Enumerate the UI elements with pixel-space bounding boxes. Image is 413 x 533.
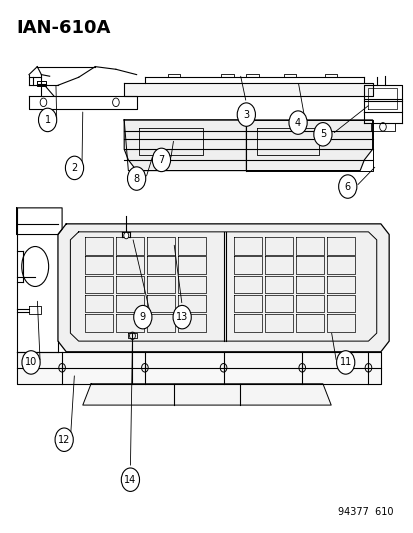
- Circle shape: [121, 468, 139, 491]
- Text: 9: 9: [140, 312, 145, 322]
- Text: 2: 2: [71, 163, 78, 173]
- Text: 6: 6: [344, 182, 350, 191]
- Circle shape: [313, 123, 331, 146]
- Text: 13: 13: [176, 312, 188, 322]
- Circle shape: [152, 148, 170, 172]
- Circle shape: [237, 103, 255, 126]
- Circle shape: [65, 156, 83, 180]
- Circle shape: [55, 428, 73, 451]
- Text: 14: 14: [124, 475, 136, 484]
- Polygon shape: [83, 384, 330, 405]
- Polygon shape: [58, 224, 388, 352]
- Circle shape: [338, 175, 356, 198]
- Circle shape: [336, 351, 354, 374]
- Text: 11: 11: [339, 358, 351, 367]
- Circle shape: [173, 305, 191, 329]
- Text: 3: 3: [243, 110, 249, 119]
- Text: 4: 4: [294, 118, 300, 127]
- Circle shape: [38, 108, 57, 132]
- Circle shape: [127, 167, 145, 190]
- Text: 5: 5: [319, 130, 325, 139]
- Text: 94377  610: 94377 610: [337, 507, 392, 517]
- Text: 7: 7: [158, 155, 164, 165]
- Polygon shape: [124, 83, 372, 96]
- Circle shape: [133, 305, 152, 329]
- Text: IAN-610A: IAN-610A: [17, 19, 111, 37]
- Circle shape: [123, 232, 128, 239]
- Text: 8: 8: [133, 174, 139, 183]
- Text: 1: 1: [45, 115, 50, 125]
- Polygon shape: [17, 352, 380, 384]
- Circle shape: [288, 111, 306, 134]
- Text: 10: 10: [25, 358, 37, 367]
- Text: 12: 12: [58, 435, 70, 445]
- Circle shape: [22, 351, 40, 374]
- Polygon shape: [124, 120, 372, 171]
